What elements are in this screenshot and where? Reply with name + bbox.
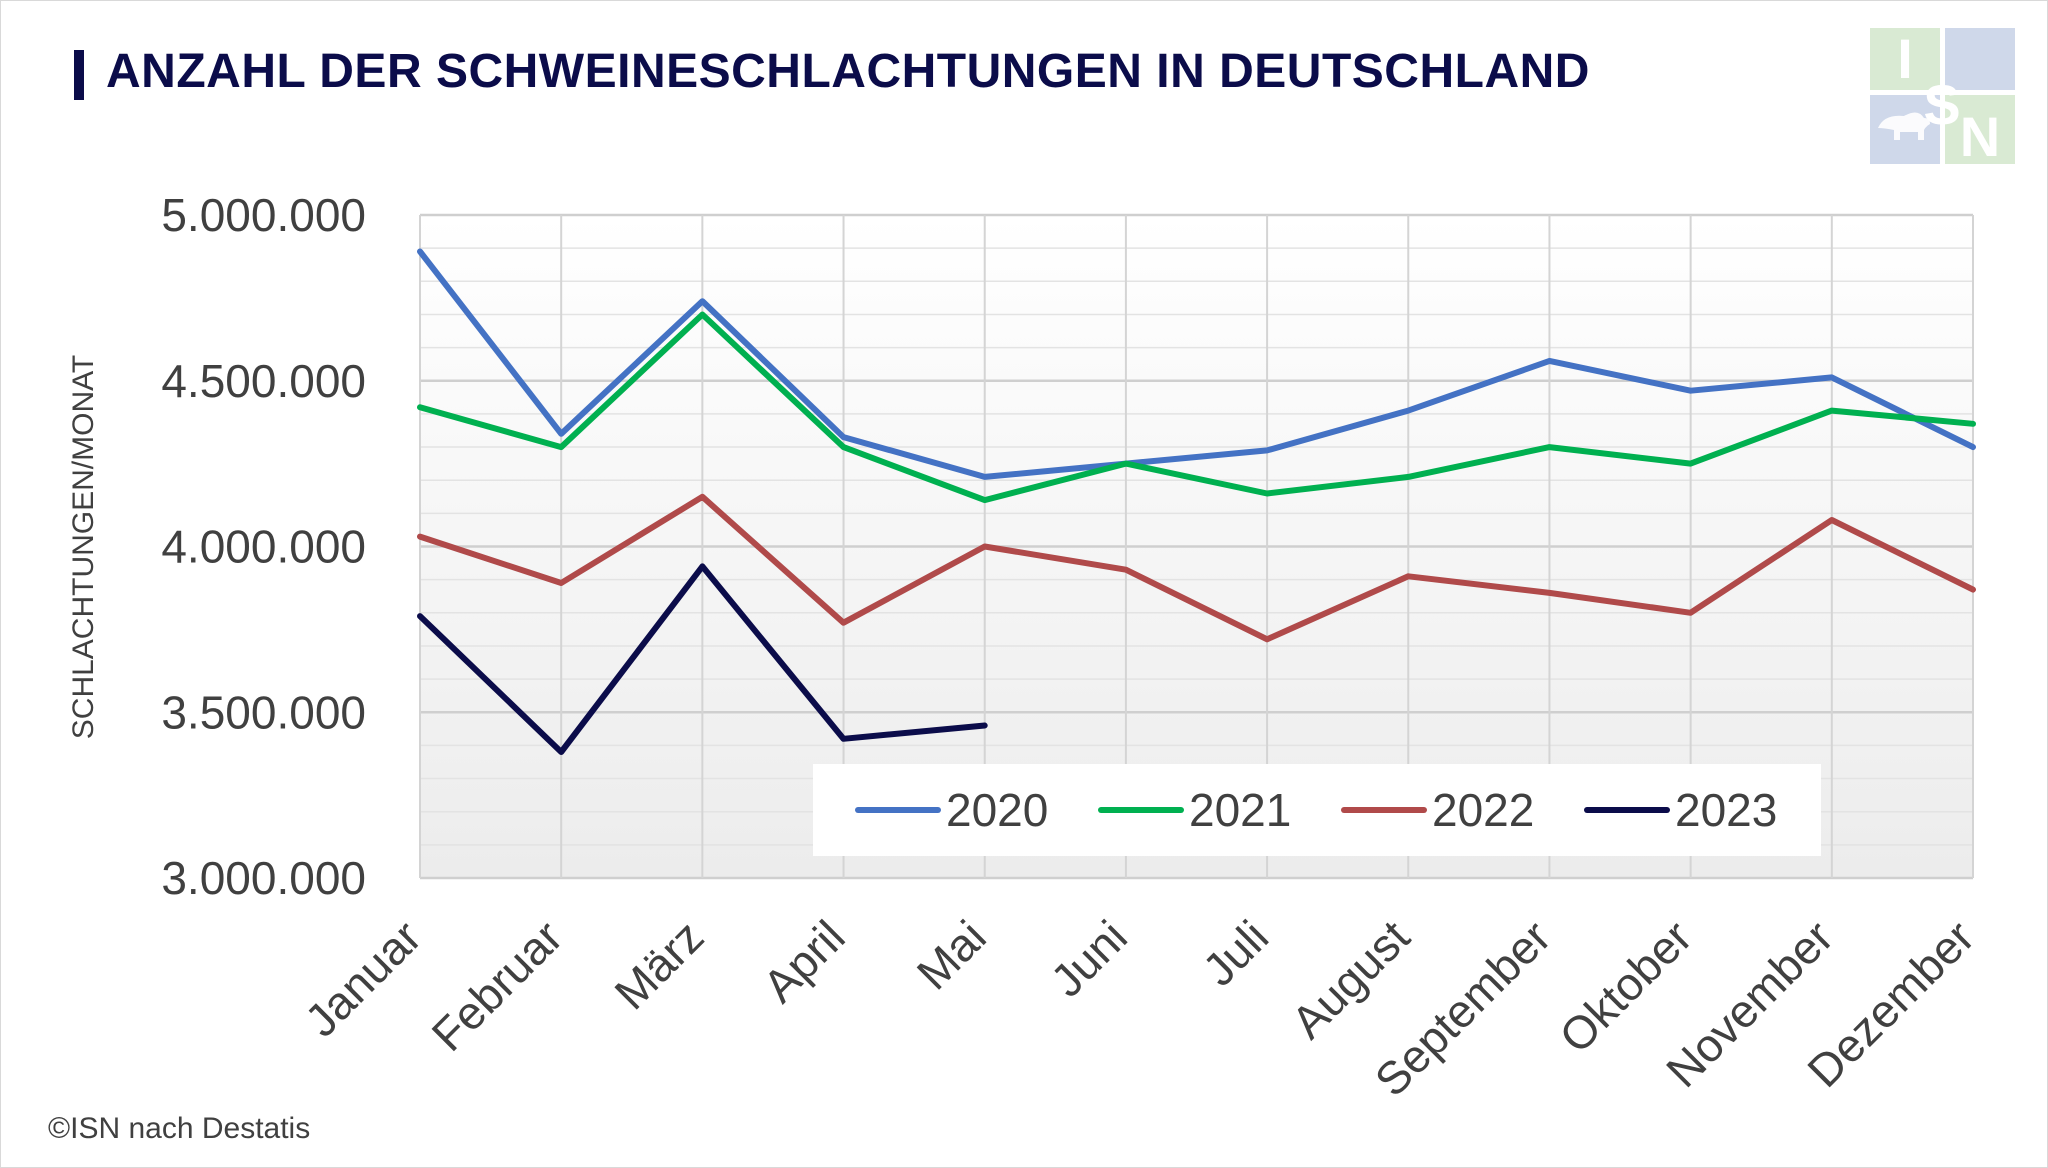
y-tick-label: 3.000.000 xyxy=(161,852,366,904)
source-credit: ©ISN nach Destatis xyxy=(48,1112,311,1145)
y-tick-label: 5.000.000 xyxy=(161,189,366,241)
legend-label-2022: 2022 xyxy=(1432,784,1534,836)
x-tick-label: August xyxy=(1281,910,1419,1048)
x-tick-label: April xyxy=(753,910,855,1012)
y-axis-label: SCHLACHTUNGEN/MONAT xyxy=(67,355,100,739)
legend: 2020 2021 2022 2023 xyxy=(813,764,1821,856)
x-tick-label: Februar xyxy=(422,910,573,1061)
y-tick-label: 4.000.000 xyxy=(161,521,366,573)
legend-label-2020: 2020 xyxy=(946,784,1048,836)
logo-letter-s: S xyxy=(1923,73,1960,136)
x-tick-label: März xyxy=(604,910,713,1019)
y-tick-labels: 3.000.000 3.500.000 4.000.000 4.500.000 5.00… xyxy=(161,189,366,904)
pig-icon xyxy=(1878,112,1930,140)
y-tick-label: 3.500.000 xyxy=(161,686,366,738)
isn-logo-graphic: I S N xyxy=(1870,27,2015,168)
y-tick-label: 4.500.000 xyxy=(161,355,366,407)
logo-letter-i: I xyxy=(1897,28,1913,90)
isn-logo: I S N xyxy=(1870,27,2015,168)
x-tick-label: Januar xyxy=(295,910,431,1046)
title-accent-bar xyxy=(74,50,84,100)
series-line-2021 xyxy=(417,311,1976,504)
series-line-2022 xyxy=(417,493,1976,643)
logo-letter-n: N xyxy=(1960,105,2000,164)
x-tick-label: Juli xyxy=(1193,910,1279,996)
legend-label-2023: 2023 xyxy=(1675,784,1777,836)
legend-label-2021: 2021 xyxy=(1189,784,1291,836)
x-tick-label: Juni xyxy=(1041,910,1137,1006)
series-line-2020 xyxy=(417,248,1976,480)
x-tick-label: Mai xyxy=(907,910,996,999)
series-line-2023 xyxy=(417,563,988,755)
series-lines xyxy=(417,248,1976,755)
chart-title: ANZAHL DER SCHWEINESCHLACHTUNGEN IN DEUT… xyxy=(106,45,1590,98)
